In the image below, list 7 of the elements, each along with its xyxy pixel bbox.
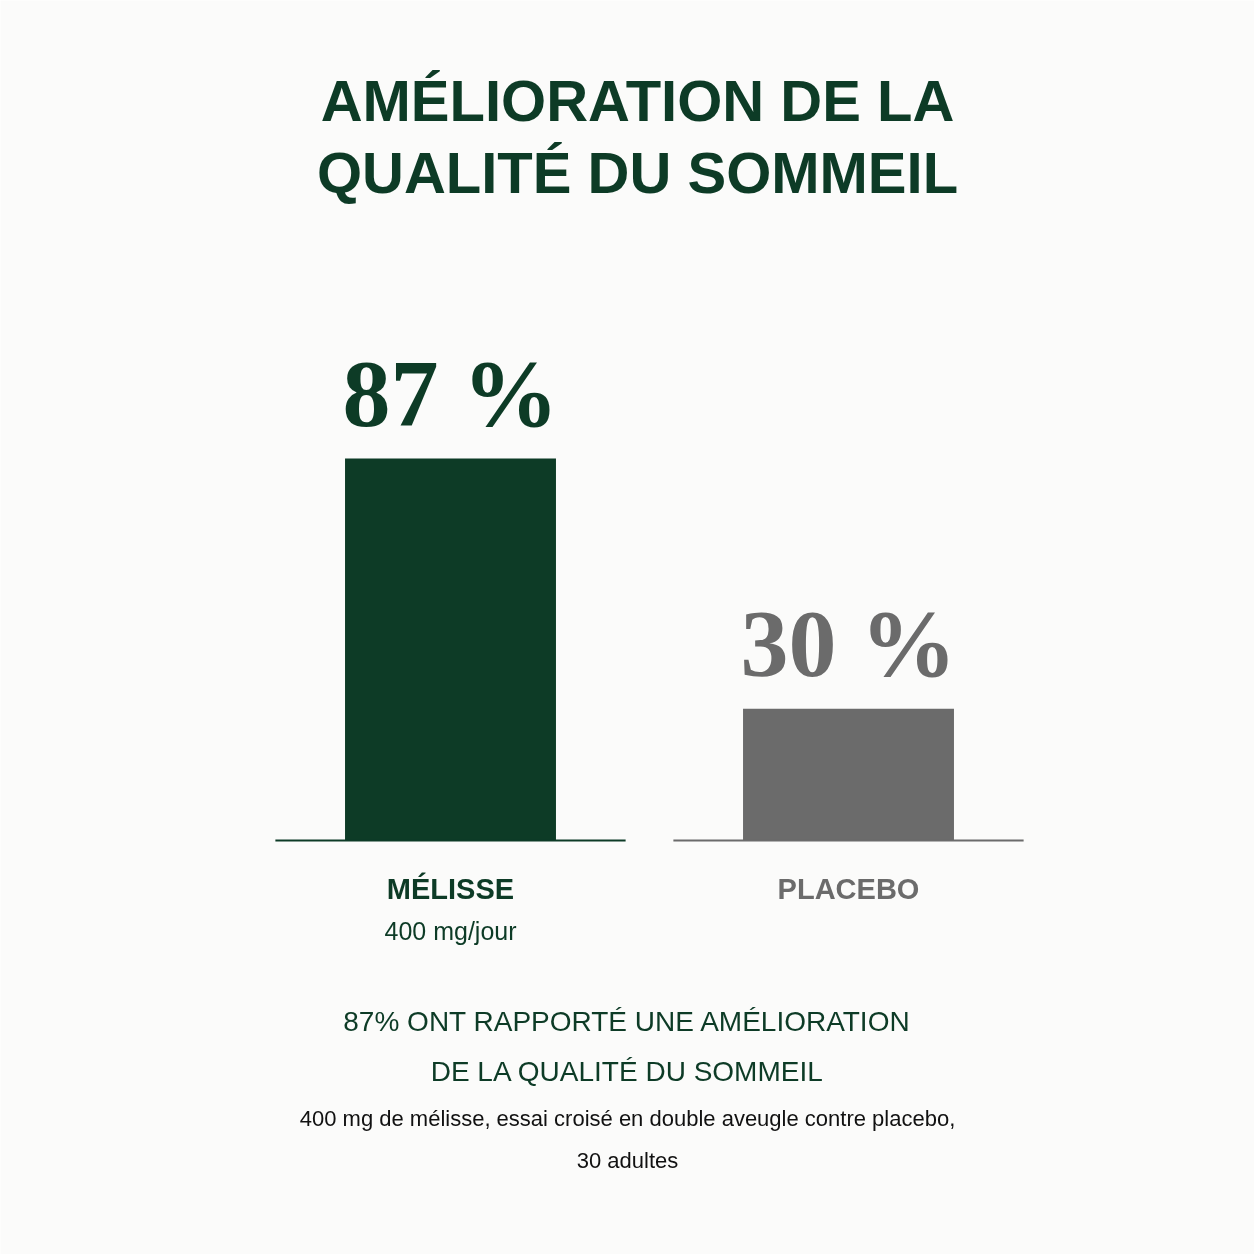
- data-label: 87 %: [342, 339, 559, 447]
- text: 87% ONT RAPPORTÉ UNE AMÉLIORATION DE LA QUALITÉ DU SOMMEIL: [343, 1006, 910, 1087]
- text: 400 mg de mélisse, essai croisé en double aveugle contre placebo, 30 adultes: [299, 1106, 956, 1173]
- x-tick-label: MÉLISSE 400 mg/jour: [384, 871, 517, 945]
- x-tick-label: PLACEBO: [777, 872, 920, 905]
- data-label: 30 %: [740, 589, 957, 697]
- chart-title: AMÉLIORATION DE LA QUALITÉ DU SOMMEIL: [316, 68, 959, 205]
